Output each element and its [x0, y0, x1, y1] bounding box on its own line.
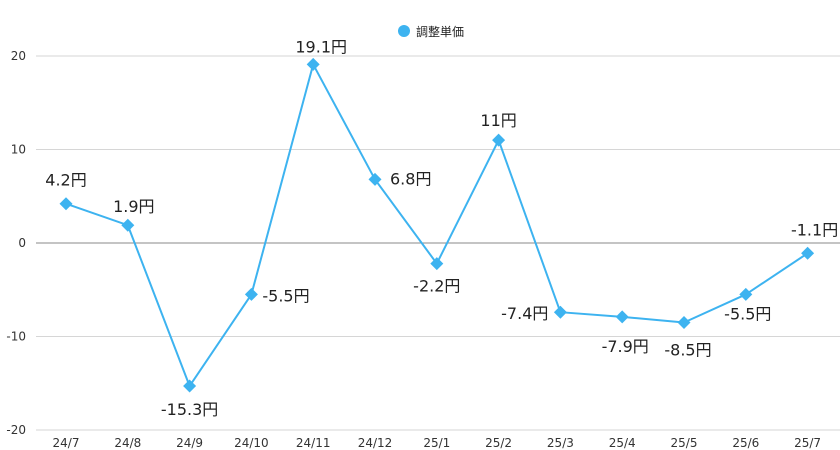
x-tick-label: 24/7: [53, 436, 80, 450]
data-point-marker: [306, 57, 320, 71]
data-point-marker: [677, 315, 691, 329]
series-markers: [59, 57, 815, 393]
data-label: 19.1円: [295, 37, 347, 56]
legend-swatch: [398, 25, 410, 37]
data-point-marker: [244, 287, 258, 301]
y-axis: -20 -10 0 10 20: [6, 49, 26, 437]
data-label: -7.4円: [501, 304, 548, 323]
data-label: -2.2円: [413, 277, 460, 296]
y-tick-label: -10: [6, 330, 26, 344]
data-point-marker: [121, 218, 135, 232]
data-label: -8.5円: [664, 340, 711, 359]
data-point-marker: [553, 305, 567, 319]
series-line: [65, 63, 809, 388]
y-tick-label: 0: [18, 236, 26, 250]
data-point-marker: [183, 379, 197, 393]
x-tick-label: 24/10: [234, 436, 269, 450]
data-label: -5.5円: [262, 286, 309, 305]
legend-label: 調整単価: [416, 24, 464, 39]
x-tick-label: 25/6: [732, 436, 759, 450]
data-label: 6.8円: [390, 169, 431, 188]
data-point-marker: [430, 257, 444, 271]
data-label: 1.9円: [113, 197, 154, 216]
data-point-marker: [615, 310, 629, 324]
data-point-marker: [739, 287, 753, 301]
x-axis: 24/7 24/8 24/9 24/10 24/11 24/12 25/1 25/2 25/3 2…: [53, 436, 822, 450]
data-point-marker: [801, 246, 815, 260]
data-label: 4.2円: [45, 171, 86, 190]
y-tick-label: -20: [6, 423, 26, 437]
data-labels: 4.2円 1.9円 -15.3円 -5.5円 19.1円 6.8円 -2.2円 11円 -7.4…: [45, 37, 838, 419]
data-label: -5.5円: [724, 304, 771, 323]
x-tick-label: 25/3: [547, 436, 574, 450]
data-point-marker: [368, 172, 382, 186]
x-tick-label: 25/7: [794, 436, 821, 450]
x-tick-label: 24/12: [358, 436, 393, 450]
legend: 調整単価: [398, 24, 464, 39]
y-tick-label: 20: [11, 49, 26, 63]
x-tick-label: 25/2: [485, 436, 512, 450]
x-tick-label: 25/1: [423, 436, 450, 450]
x-tick-label: 24/11: [296, 436, 331, 450]
x-tick-label: 24/8: [114, 436, 141, 450]
data-label: -1.1円: [791, 220, 838, 239]
data-point-marker: [59, 197, 73, 211]
data-label: 11円: [480, 111, 516, 130]
series-line-path: [65, 63, 809, 388]
x-tick-label: 24/9: [176, 436, 203, 450]
data-label: -7.9円: [602, 337, 649, 356]
y-tick-label: 10: [11, 143, 26, 157]
x-tick-label: 25/5: [671, 436, 698, 450]
grid: [36, 55, 840, 431]
data-label: -15.3円: [161, 400, 218, 419]
x-tick-label: 25/4: [609, 436, 636, 450]
data-point-marker: [492, 133, 506, 147]
